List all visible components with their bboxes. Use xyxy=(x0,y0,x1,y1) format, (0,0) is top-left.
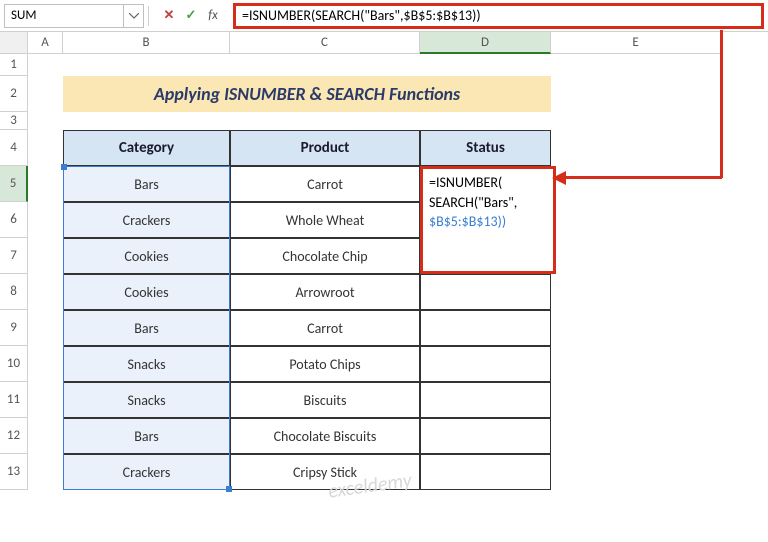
cell-category: Cookies xyxy=(63,274,230,310)
fx-icon[interactable]: fx xyxy=(203,6,223,26)
header-status: Status xyxy=(420,130,551,166)
col-header-a[interactable]: A xyxy=(28,32,63,54)
cell-product: Chocolate Biscuits xyxy=(230,418,420,454)
row-header-13[interactable]: 13 xyxy=(0,454,28,490)
cell-product: Chocolate Chip xyxy=(230,238,420,274)
cell-category: Snacks xyxy=(63,346,230,382)
cell-status xyxy=(420,418,551,454)
cell-category: Bars xyxy=(63,310,230,346)
select-all-corner[interactable] xyxy=(0,32,28,54)
enter-icon[interactable]: ✓ xyxy=(181,6,201,26)
cell-category: Snacks xyxy=(63,382,230,418)
cell-product: Arrowroot xyxy=(230,274,420,310)
row-headers: 1 2 3 4 5 6 7 8 9 10 11 12 13 xyxy=(0,54,28,490)
formula-bar-icons: ✕ ✓ fx xyxy=(153,6,229,26)
cell-category: Crackers xyxy=(63,202,230,238)
row-header-12[interactable]: 12 xyxy=(0,418,28,454)
cell-product: Carrot xyxy=(230,166,420,202)
cell-status xyxy=(420,274,551,310)
row-header-8[interactable]: 8 xyxy=(0,274,28,310)
formula-text: =ISNUMBER(SEARCH("Bars",$B$5:$B$13)) xyxy=(242,7,481,24)
arrow-horizontal xyxy=(564,176,722,179)
cell-status xyxy=(420,310,551,346)
row-header-3[interactable]: 3 xyxy=(0,112,28,130)
title-cell: Applying ISNUMBER & SEARCH Functions xyxy=(63,76,551,112)
row-header-7[interactable]: 7 xyxy=(0,238,28,274)
row-header-9[interactable]: 9 xyxy=(0,310,28,346)
cell-category: Crackers xyxy=(63,454,230,490)
cell-product: Carrot xyxy=(230,310,420,346)
cell-category: Bars xyxy=(63,166,230,202)
cell-category: Cookies xyxy=(63,238,230,274)
cell-product: Biscuits xyxy=(230,382,420,418)
row-header-10[interactable]: 10 xyxy=(0,346,28,382)
row-header-5[interactable]: 5 xyxy=(0,166,28,202)
cell-category: Bars xyxy=(63,418,230,454)
col-header-c[interactable]: C xyxy=(230,32,420,54)
formula-part-1: =ISNUMBER( xyxy=(429,174,502,191)
header-category: Category xyxy=(63,130,230,166)
arrow-head-icon xyxy=(552,171,566,185)
cell-product: Whole Wheat xyxy=(230,202,420,238)
column-headers: A B C D E xyxy=(28,32,768,54)
cell-status xyxy=(420,454,551,490)
col-header-d[interactable]: D xyxy=(420,32,551,54)
row-header-1[interactable]: 1 xyxy=(0,54,28,76)
cell-product: Potato Chips xyxy=(230,346,420,382)
arrow-vertical xyxy=(720,30,723,178)
chevron-down-icon xyxy=(129,13,139,19)
name-box-dropdown[interactable] xyxy=(124,4,144,28)
formula-part-3: $B$5:$B$13)) xyxy=(429,213,506,230)
cell-status xyxy=(420,346,551,382)
cell-product: Cripsy Stick xyxy=(230,454,420,490)
spreadsheet-grid: A B C D E 1 2 3 4 5 6 7 8 9 10 11 12 13 … xyxy=(0,32,768,54)
formula-part-2: SEARCH("Bars", xyxy=(429,194,517,211)
row-header-2[interactable]: 2 xyxy=(0,76,28,112)
formula-bar: SUM ✕ ✓ fx =ISNUMBER(SEARCH("Bars",$B$5:… xyxy=(0,0,768,32)
header-product: Product xyxy=(230,130,420,166)
name-box[interactable]: SUM xyxy=(4,4,124,28)
active-cell-d5[interactable]: =ISNUMBER( SEARCH("Bars", $B$5:$B$13)) xyxy=(420,166,556,274)
row-header-6[interactable]: 6 xyxy=(0,202,28,238)
formula-input[interactable]: =ISNUMBER(SEARCH("Bars",$B$5:$B$13)) xyxy=(233,3,764,29)
row-header-4[interactable]: 4 xyxy=(0,130,28,166)
col-header-e[interactable]: E xyxy=(551,32,721,54)
cell-status xyxy=(420,382,551,418)
row-header-11[interactable]: 11 xyxy=(0,382,28,418)
col-header-b[interactable]: B xyxy=(63,32,230,54)
cancel-icon[interactable]: ✕ xyxy=(159,6,179,26)
